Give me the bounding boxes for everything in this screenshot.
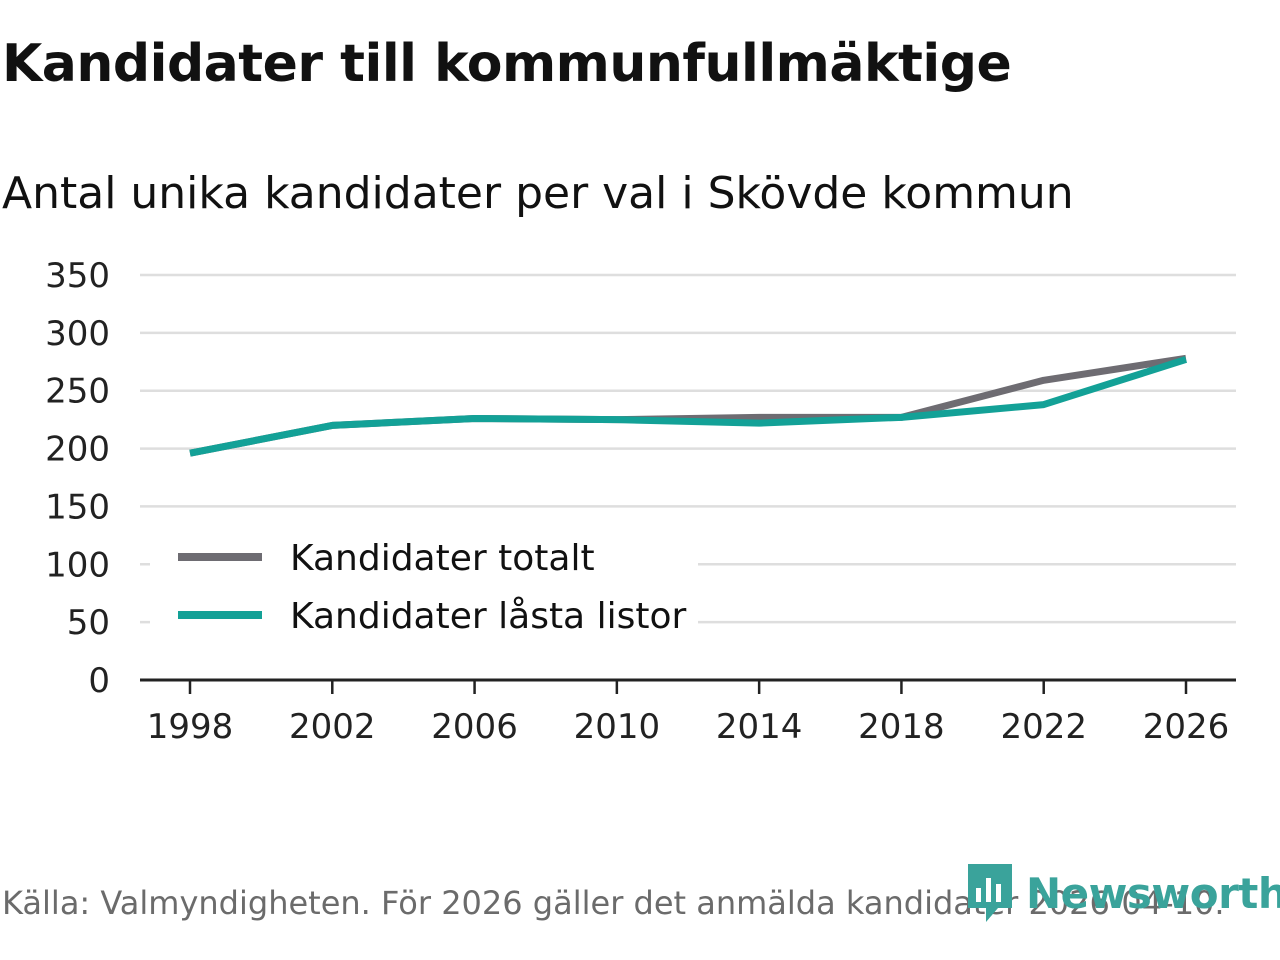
- x-tick-label: 2018: [858, 707, 945, 747]
- chart-title: Kandidater till kommunfullmäktige: [2, 34, 1012, 94]
- y-tick-label: 150: [45, 487, 110, 527]
- x-tick-label: 2026: [1143, 707, 1230, 747]
- y-tick-label: 300: [45, 314, 110, 354]
- y-tick-label: 200: [45, 430, 110, 470]
- x-tick-label: 1998: [147, 707, 234, 747]
- legend-background: [150, 522, 698, 644]
- x-tick-label: 2002: [289, 707, 376, 747]
- legend: Kandidater totalt Kandidater låsta listor: [150, 522, 698, 644]
- series-line-1: [189, 356, 1188, 457]
- x-tick-label: 2010: [574, 707, 661, 747]
- brand-name: Newsworthy: [1026, 868, 1280, 918]
- source-note: Källa: Valmyndigheten. För 2026 gäller d…: [2, 884, 1225, 922]
- y-tick-label: 350: [45, 256, 110, 296]
- series-lines: [189, 354, 1188, 457]
- y-axis-ticks: 0 50 100 150 200 250 300 350: [45, 256, 110, 701]
- y-tick-label: 250: [45, 372, 110, 412]
- chart-subtitle: Antal unika kandidater per val i Skövde …: [2, 168, 1074, 219]
- x-tick-label: 2006: [431, 707, 518, 747]
- newsworthy-logo-icon: [968, 864, 1012, 922]
- y-tick-label: 0: [88, 661, 110, 701]
- y-tick-label: 50: [67, 603, 110, 643]
- legend-label-0: Kandidater totalt: [290, 538, 595, 579]
- newsworthy-logo: Newsworthy: [964, 862, 1280, 924]
- legend-label-1: Kandidater låsta listor: [290, 596, 686, 637]
- x-tick-label: 2014: [716, 707, 803, 747]
- x-axis: 1998 2002 2006 2010 2014 2018 2022 2026: [140, 678, 1236, 747]
- y-tick-label: 100: [45, 545, 110, 585]
- x-tick-label: 2022: [1000, 707, 1087, 747]
